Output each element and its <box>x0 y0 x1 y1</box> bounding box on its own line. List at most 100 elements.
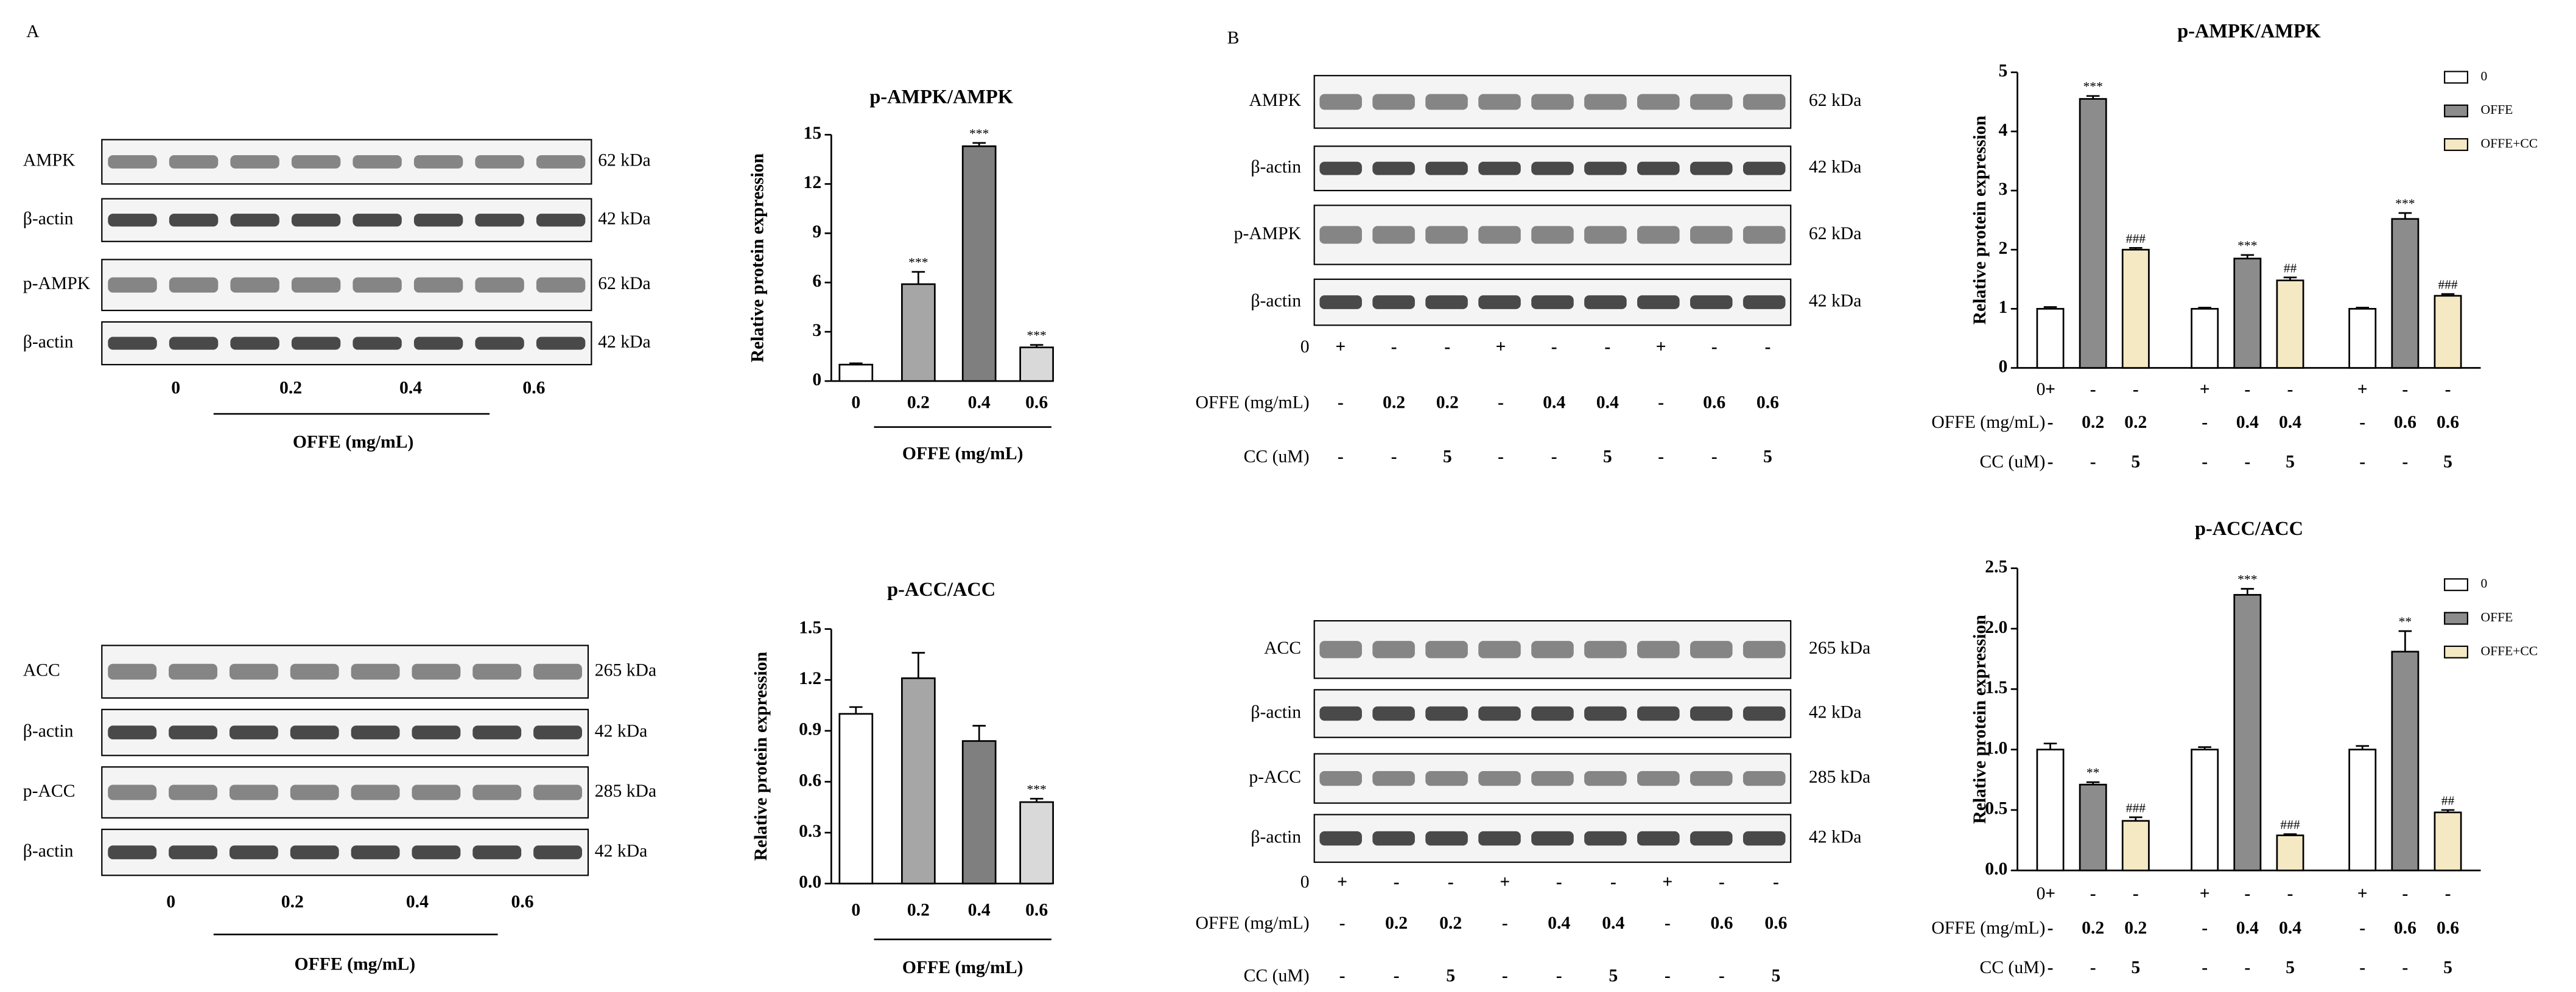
blot-kda: 42 kDa <box>595 841 648 861</box>
blot-band <box>1319 161 1362 175</box>
blot-kda: 42 kDa <box>1809 702 1862 722</box>
condition-value: 0.2 <box>2082 918 2104 938</box>
condition-value: + <box>2200 884 2210 904</box>
blot-kda: 285 kDa <box>1809 767 1870 787</box>
condition-value: - <box>1556 873 1562 892</box>
blot-band <box>351 784 400 800</box>
condition-value: - <box>1498 393 1504 413</box>
blot-kda: 42 kDa <box>1809 827 1862 847</box>
blot-band <box>472 845 522 859</box>
blot-row-label: AMPK <box>1249 91 1301 110</box>
condition-value: + <box>2045 380 2055 399</box>
bar <box>2079 783 2107 871</box>
condition-value: - <box>2402 958 2408 977</box>
x-tick-label: 0.2 <box>907 900 930 920</box>
condition-value: 0.4 <box>2279 918 2301 938</box>
y-tick-label: 5 <box>1999 61 2008 81</box>
bar <box>2036 749 2065 871</box>
blot-row-label: β-actin <box>1251 157 1301 176</box>
condition-value: 0.2 <box>2124 413 2147 432</box>
blot-band <box>353 277 402 293</box>
blot-band <box>290 725 339 739</box>
y-tick-label: 0 <box>812 370 821 389</box>
error-bar <box>849 706 863 714</box>
error-bar <box>911 652 925 679</box>
condition-value: - <box>2244 452 2250 472</box>
error-bar <box>849 362 863 365</box>
blot-band <box>1531 161 1574 175</box>
blot-band <box>1372 706 1415 721</box>
panel-label: B <box>1227 29 1240 48</box>
significance-label: ### <box>2280 817 2300 832</box>
chart-title: p-AMPK/AMPK <box>2177 21 2321 43</box>
blot-band <box>169 155 219 169</box>
y-tick-label: 3 <box>1999 180 2008 199</box>
condition-value: + <box>2357 884 2368 904</box>
bar <box>838 713 874 885</box>
error-bar <box>972 725 986 741</box>
blot-band <box>1372 641 1415 658</box>
blot-band <box>533 784 583 800</box>
y-tick-label: 0.5 <box>1985 799 2007 819</box>
blot-band <box>413 155 463 169</box>
blot-band <box>1478 706 1521 721</box>
significance-label: ## <box>2441 793 2455 808</box>
legend-label: 0 <box>2480 576 2487 591</box>
condition-value: 0.2 <box>2124 918 2147 938</box>
blot-band <box>1637 706 1680 721</box>
condition-value: 0.6 <box>1703 393 1725 413</box>
bar <box>2191 308 2219 369</box>
condition-value: + <box>1656 337 1666 357</box>
blot-band <box>1531 706 1574 721</box>
blot-band <box>1478 295 1521 309</box>
condition-value: + <box>1500 873 1510 892</box>
blot-row-label: ACC <box>23 661 60 680</box>
y-tick-label: 4 <box>1999 121 2008 140</box>
blot-band <box>1372 94 1415 110</box>
bar <box>2434 811 2462 871</box>
blot-band <box>353 214 402 227</box>
blot-band <box>291 155 341 169</box>
blot-band <box>412 725 461 739</box>
chart-title: p-ACC/ACC <box>2195 518 2303 540</box>
condition-value: - <box>2048 918 2054 938</box>
blot-kda: 62 kDa <box>598 274 651 293</box>
blot-band <box>351 845 400 859</box>
blot-band <box>1319 226 1362 244</box>
blot-kda: 265 kDa <box>1809 638 1870 658</box>
condition-value: + <box>2200 380 2210 399</box>
x-tick-label: 0.4 <box>968 393 991 413</box>
condition-label: OFFE (mg/mL) <box>1195 913 1309 933</box>
lane-label: 0.4 <box>399 378 422 397</box>
error-bar <box>2241 254 2255 259</box>
error-bar <box>2043 742 2057 750</box>
legend-swatch <box>2444 645 2468 658</box>
blot-band <box>290 663 339 680</box>
blot-kda: 42 kDa <box>1809 157 1862 176</box>
condition-value: - <box>2090 884 2096 904</box>
blot-band <box>1531 831 1574 846</box>
condition-value: - <box>1604 337 1610 357</box>
condition-value: - <box>2359 413 2365 432</box>
y-tick-label: 1 <box>1999 298 2008 317</box>
blot-band <box>472 725 522 739</box>
bar <box>2079 98 2107 369</box>
condition-value: - <box>2202 958 2208 977</box>
condition-value: 5 <box>1763 447 1772 467</box>
condition-value: 0.4 <box>2236 918 2259 938</box>
panel-label: A <box>26 22 40 41</box>
legend-label: OFFE+CC <box>2480 643 2538 658</box>
error-bar <box>2198 746 2211 750</box>
blot-band <box>1690 94 1733 110</box>
condition-value: + <box>2045 884 2055 904</box>
condition-value: 0.2 <box>1383 393 1405 413</box>
blot-band <box>1584 831 1627 846</box>
blot-band <box>1319 706 1362 721</box>
condition-value: - <box>1711 337 1718 357</box>
error-bar <box>2241 588 2255 595</box>
condition-value: 0.6 <box>1757 393 1779 413</box>
y-tick-label: 0 <box>1999 357 2008 376</box>
condition-value: - <box>1658 393 1664 413</box>
condition-value: - <box>2244 958 2250 977</box>
condition-value: 5 <box>1443 447 1452 467</box>
